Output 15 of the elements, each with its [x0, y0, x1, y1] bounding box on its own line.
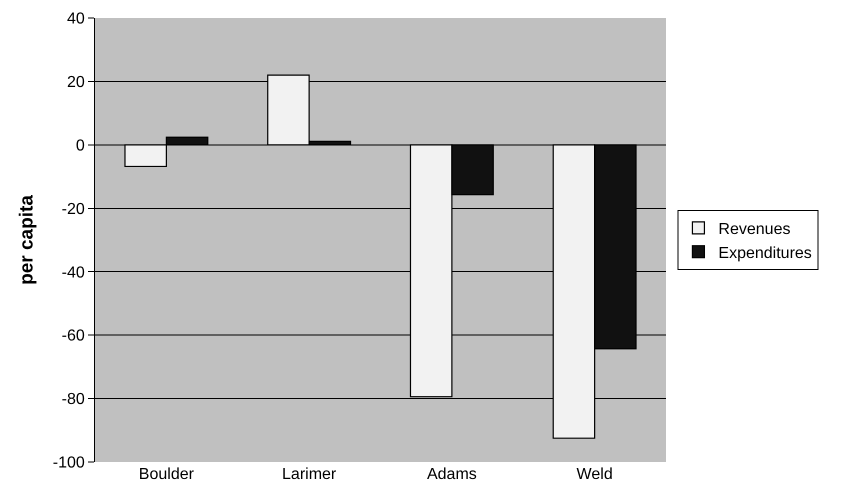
y-axis-title: per capita: [16, 194, 38, 285]
y-tick-label: -20: [62, 200, 85, 218]
x-tick-label: Larimer: [282, 466, 337, 483]
y-tick-label: 40: [67, 10, 85, 28]
x-tick-label: Adams: [426, 466, 477, 483]
y-tick-label: -80: [62, 391, 85, 408]
y-tick-label: 20: [67, 74, 85, 92]
legend-label: Expenditures: [718, 244, 812, 262]
legend-label: Revenues: [718, 221, 790, 238]
y-tick-label: -60: [62, 328, 85, 345]
y-tick-label: -40: [62, 264, 85, 282]
y-tick-label: -100: [52, 454, 85, 472]
x-tick-label: Boulder: [138, 466, 195, 483]
x-tick-label: Weld: [576, 466, 613, 483]
y-tick-label: 0: [76, 137, 85, 154]
